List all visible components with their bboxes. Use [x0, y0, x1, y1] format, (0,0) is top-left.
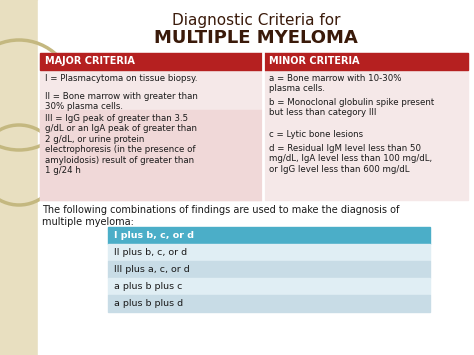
Bar	[40, 53, 263, 200]
Text: III = IgG peak of greater than 3.5
g/dL or an IgA peak of greater than
2 g/dL, o: III = IgG peak of greater than 3.5 g/dL …	[45, 114, 197, 175]
Bar	[263, 53, 468, 200]
Text: d = Residual IgM level less than 50
mg/dL, IgA level less than 100 mg/dL,
or IgG: d = Residual IgM level less than 50 mg/d…	[269, 144, 432, 174]
Text: The following combinations of findings are used to make the diagnosis of
multipl: The following combinations of findings a…	[42, 205, 400, 226]
Bar	[40, 53, 263, 70]
Bar	[108, 244, 430, 261]
Text: MULTIPLE MYELOMA: MULTIPLE MYELOMA	[154, 29, 358, 47]
Text: II = Bone marrow with greater than
30% plasma cells.: II = Bone marrow with greater than 30% p…	[45, 92, 198, 111]
Bar	[40, 110, 263, 200]
Text: II plus b, c, or d: II plus b, c, or d	[114, 248, 187, 257]
Text: MAJOR CRITERIA: MAJOR CRITERIA	[45, 56, 135, 66]
Bar	[264, 53, 468, 70]
Bar	[108, 295, 430, 312]
Text: b = Monoclonal globulin spike present
but less than category III: b = Monoclonal globulin spike present bu…	[269, 98, 434, 118]
Text: Diagnostic Criteria for: Diagnostic Criteria for	[172, 12, 340, 27]
Text: a plus b plus c: a plus b plus c	[114, 282, 182, 291]
Bar	[108, 261, 430, 278]
Text: I plus b, c, or d: I plus b, c, or d	[114, 231, 194, 240]
Text: c = Lytic bone lesions: c = Lytic bone lesions	[269, 130, 363, 139]
Bar	[108, 227, 430, 244]
Text: III plus a, c, or d: III plus a, c, or d	[114, 265, 190, 274]
Text: MINOR CRITERIA: MINOR CRITERIA	[269, 56, 359, 66]
Text: a plus b plus d: a plus b plus d	[114, 299, 183, 308]
Bar	[0, 0, 38, 355]
Bar	[108, 278, 430, 295]
Text: I = Plasmacytoma on tissue biopsy.: I = Plasmacytoma on tissue biopsy.	[45, 74, 198, 83]
Text: a = Bone marrow with 10-30%
plasma cells.: a = Bone marrow with 10-30% plasma cells…	[269, 74, 401, 93]
